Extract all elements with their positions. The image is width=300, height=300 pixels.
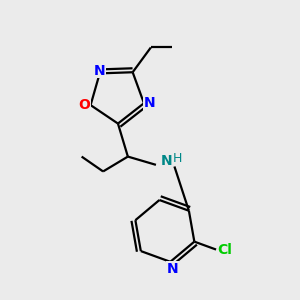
Text: N: N — [161, 154, 172, 168]
Text: H: H — [173, 152, 182, 165]
Text: N: N — [144, 96, 156, 110]
Text: Cl: Cl — [217, 244, 232, 257]
Text: O: O — [79, 98, 91, 112]
Text: N: N — [167, 262, 179, 276]
Text: N: N — [94, 64, 106, 78]
